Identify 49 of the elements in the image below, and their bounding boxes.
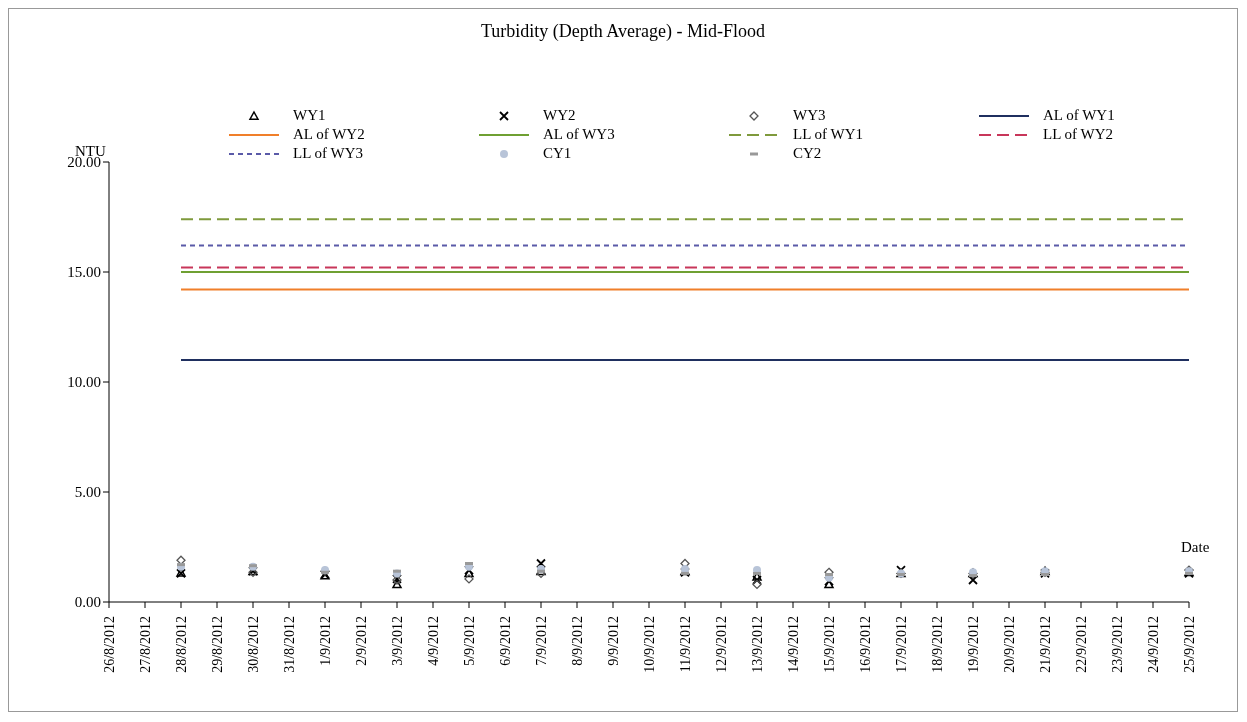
legend-label: AL of WY1 (1043, 107, 1115, 124)
legend-label: LL of WY3 (293, 145, 363, 162)
y-tick-label: 10.00 (67, 374, 101, 391)
x-tick-label: 3/9/2012 (389, 616, 405, 666)
y-tick-label: 15.00 (67, 264, 101, 281)
x-axis-title: Date (1181, 539, 1210, 556)
x-tick-label: 14/9/2012 (785, 616, 801, 673)
x-tick-label: 24/9/2012 (1145, 616, 1161, 673)
x-tick-label: 28/8/2012 (173, 616, 189, 673)
x-tick-label: 7/9/2012 (533, 616, 549, 666)
x-tick-label: 31/8/2012 (281, 616, 297, 673)
legend-label: CY1 (543, 145, 572, 162)
x-tick-label: 11/9/2012 (677, 616, 693, 673)
x-tick-label: 16/9/2012 (857, 616, 873, 673)
x-tick-label: 21/9/2012 (1037, 616, 1053, 673)
x-tick-label: 23/9/2012 (1109, 616, 1125, 673)
x-tick-label: 18/9/2012 (929, 616, 945, 673)
chart-title: Turbidity (Depth Average) - Mid-Flood (480, 21, 766, 42)
y-tick-label: 0.00 (74, 594, 101, 611)
legend-label: AL of WY3 (543, 126, 615, 143)
x-tick-label: 5/9/2012 (461, 616, 477, 666)
x-tick-label: 1/9/2012 (317, 616, 333, 666)
x-tick-label: 22/9/2012 (1073, 616, 1089, 673)
x-tick-label: 2/9/2012 (353, 616, 369, 666)
x-tick-label: 19/9/2012 (965, 616, 981, 673)
x-tick-label: 12/9/2012 (713, 616, 729, 673)
x-tick-label: 9/9/2012 (605, 616, 621, 666)
x-tick-label: 4/9/2012 (425, 616, 441, 666)
x-tick-label: 27/8/2012 (137, 616, 153, 673)
x-tick-label: 20/9/2012 (1001, 616, 1017, 673)
x-tick-label: 6/9/2012 (497, 616, 513, 666)
y-axis-title: NTU (75, 143, 106, 159)
x-tick-label: 13/9/2012 (749, 616, 765, 673)
x-tick-label: 30/8/2012 (245, 616, 261, 673)
legend-label: WY1 (293, 107, 326, 124)
x-tick-label: 10/9/2012 (641, 616, 657, 673)
x-tick-label: 17/9/2012 (893, 616, 909, 673)
legend-label: CY2 (793, 145, 822, 162)
legend-label: AL of WY2 (293, 126, 365, 143)
legend-label: WY3 (793, 107, 826, 124)
x-tick-label: 8/9/2012 (569, 616, 585, 666)
x-tick-label: 25/9/2012 (1181, 616, 1197, 673)
x-tick-label: 15/9/2012 (821, 616, 837, 673)
legend-label: LL of WY1 (793, 126, 863, 143)
legend-label: WY2 (543, 107, 576, 124)
y-tick-label: 5.00 (74, 484, 101, 501)
legend-label: LL of WY2 (1043, 126, 1113, 143)
x-tick-label: 29/8/2012 (209, 616, 225, 673)
x-tick-label: 26/8/2012 (101, 616, 117, 673)
